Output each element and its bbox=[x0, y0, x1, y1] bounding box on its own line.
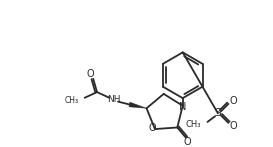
Text: NH: NH bbox=[107, 95, 121, 104]
Polygon shape bbox=[129, 102, 147, 108]
Text: O: O bbox=[148, 123, 156, 133]
Text: S: S bbox=[215, 108, 221, 118]
Text: O: O bbox=[229, 121, 237, 131]
Text: O: O bbox=[87, 69, 94, 79]
Text: CH₃: CH₃ bbox=[65, 96, 79, 105]
Text: CH₃: CH₃ bbox=[185, 120, 201, 129]
Text: N: N bbox=[179, 102, 186, 112]
Text: O: O bbox=[229, 96, 237, 106]
Text: O: O bbox=[184, 137, 192, 147]
